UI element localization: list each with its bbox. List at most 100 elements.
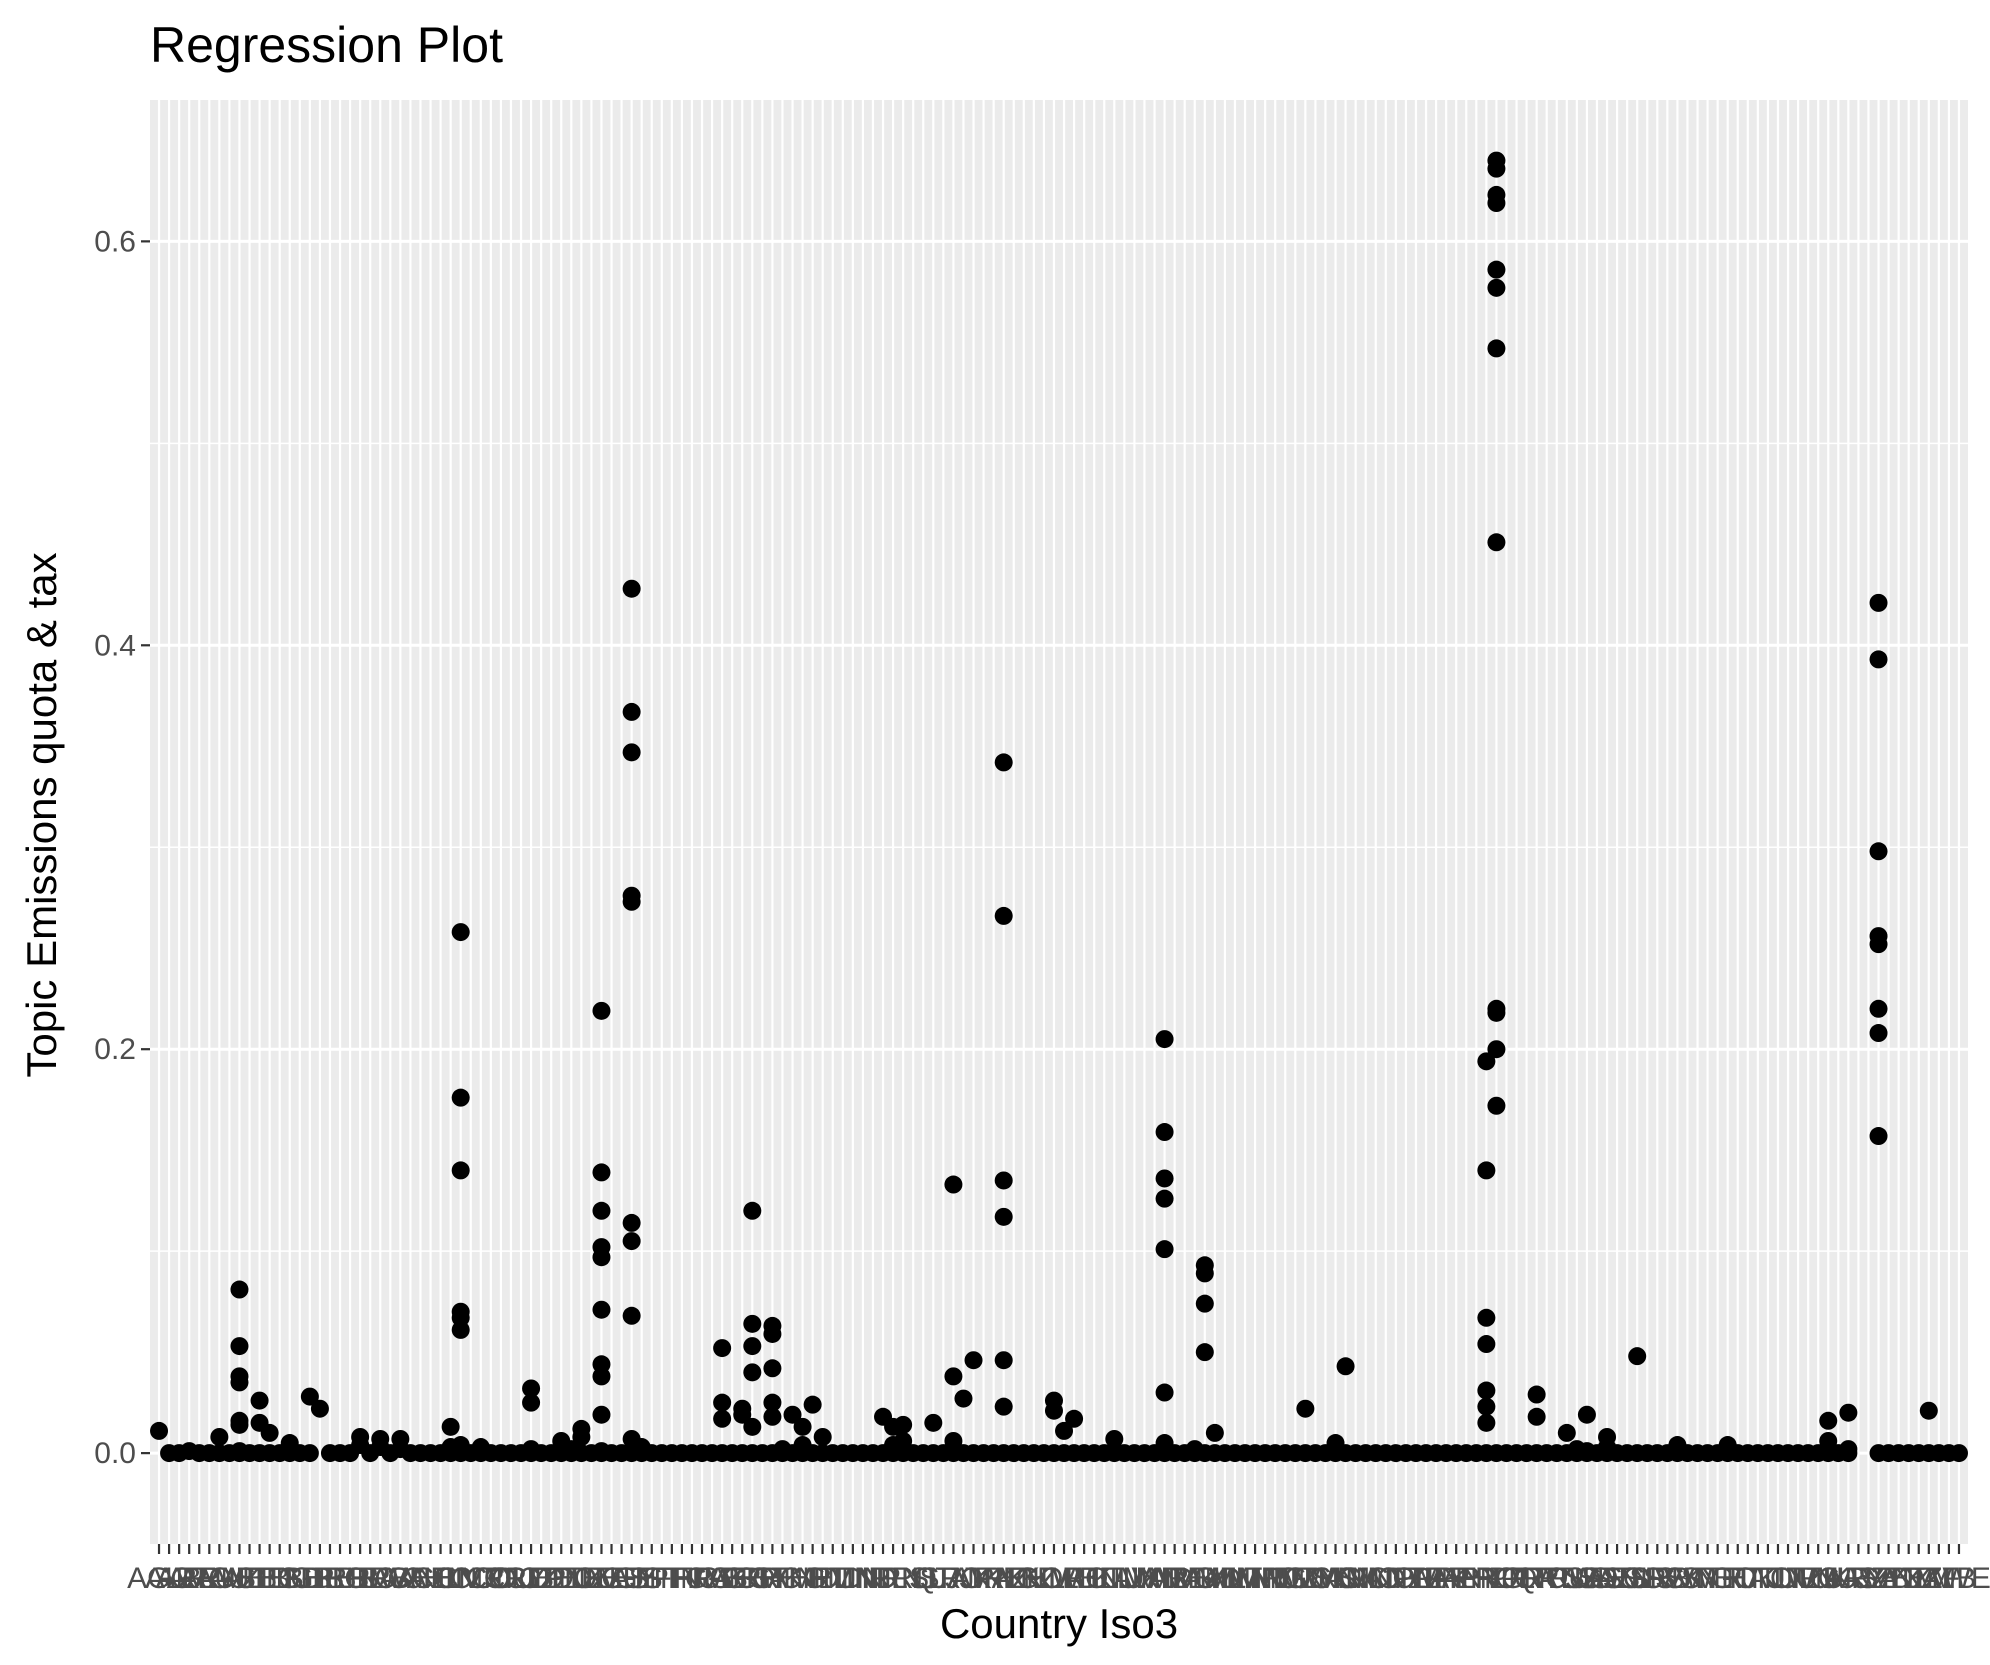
- x-tick-label: TZA: [1787, 1562, 1844, 1595]
- x-tick-label: TUR: [1759, 1562, 1821, 1595]
- x-tick-label: KHM: [1006, 1562, 1073, 1595]
- x-tick-label: NZL: [1386, 1562, 1443, 1595]
- x-tick-label: HRV: [788, 1562, 851, 1595]
- x-tick-label: FRA: [673, 1562, 733, 1595]
- data-point: [300, 1444, 319, 1463]
- data-point: [300, 1387, 319, 1406]
- x-tick-label: ARG: [167, 1562, 232, 1595]
- x-tick-label: TJK: [1724, 1562, 1777, 1595]
- x-tick-label: OMN: [1392, 1562, 1462, 1595]
- x-tick-label: PER: [1435, 1562, 1497, 1595]
- data-point: [1477, 1397, 1496, 1416]
- data-point: [1296, 1399, 1315, 1418]
- x-tick-label: CRI: [484, 1562, 536, 1595]
- x-tick-label: GRC: [735, 1562, 802, 1595]
- data-point: [1819, 1432, 1838, 1451]
- x-tick-label: ITA: [927, 1562, 971, 1595]
- x-tick-label: BWA: [360, 1562, 427, 1595]
- x-tick-label: LAO: [1048, 1562, 1108, 1595]
- x-axis: AGOALBAREARGARMAUSAUTAZEBELBENBGDBGRBHRB…: [127, 1544, 1990, 1595]
- data-point: [743, 1337, 762, 1356]
- data-point: [1155, 1030, 1174, 1049]
- y-tick-label: 0.4: [94, 629, 136, 662]
- x-tick-label: PAK: [1411, 1562, 1469, 1595]
- x-tick-label: MNG: [1237, 1562, 1307, 1595]
- data-point: [210, 1427, 229, 1446]
- data-point: [150, 1421, 169, 1440]
- x-tick-label: PAN: [1424, 1562, 1483, 1595]
- x-tick-label: ETH: [635, 1562, 695, 1595]
- x-tick-label: BEN: [246, 1562, 308, 1595]
- data-point: [622, 579, 641, 598]
- x-tick-label: AUS: [194, 1562, 256, 1595]
- data-point: [1487, 533, 1506, 552]
- data-point: [813, 1427, 832, 1446]
- x-tick-label: CIV: [433, 1562, 483, 1595]
- x-tick-label: JOR: [945, 1562, 1005, 1595]
- x-tick-label: SEN: [1591, 1562, 1653, 1595]
- x-tick-label: RWA: [1548, 1562, 1616, 1595]
- x-axis-title: Country Iso3: [940, 1600, 1178, 1647]
- x-tick-label: KWT: [1032, 1562, 1099, 1595]
- x-tick-label: KAZ: [972, 1562, 1030, 1595]
- data-point: [1477, 1335, 1496, 1354]
- x-tick-label: IRQ: [884, 1562, 937, 1595]
- data-point: [793, 1417, 812, 1436]
- x-tick-label: QAT: [1514, 1562, 1573, 1595]
- data-point: [1155, 1189, 1174, 1208]
- data-point: [1155, 1383, 1174, 1402]
- x-tick-label: ZAF: [1903, 1562, 1960, 1595]
- data-point: [713, 1339, 732, 1358]
- data-point: [1869, 1127, 1888, 1146]
- x-tick-label: NIC: [1337, 1562, 1389, 1595]
- x-tick-label: MAR: [1123, 1562, 1190, 1595]
- data-point: [1487, 1096, 1506, 1115]
- data-point: [1487, 1040, 1506, 1059]
- data-point: [230, 1373, 249, 1392]
- data-point: [622, 1232, 641, 1251]
- y-axis: 0.0 0.2 0.4 0.6: [94, 225, 150, 1470]
- data-point: [944, 1367, 963, 1386]
- x-tick-label: EGY: [594, 1562, 657, 1595]
- x-tick-label: UKR: [1810, 1562, 1873, 1595]
- x-tick-label: MNE: [1226, 1562, 1293, 1595]
- x-tick-label: MMR: [1211, 1562, 1283, 1595]
- x-tick-label: GTM: [748, 1562, 815, 1595]
- x-tick-label: DNK: [543, 1562, 606, 1595]
- data-point: [743, 1417, 762, 1436]
- x-tick-label: AZE: [222, 1562, 280, 1595]
- data-point: [994, 753, 1013, 772]
- data-point: [1195, 1294, 1214, 1313]
- data-point: [763, 1407, 782, 1426]
- data-point: [522, 1379, 541, 1398]
- data-point: [763, 1324, 782, 1343]
- x-tick-label: BHR: [284, 1562, 347, 1595]
- data-point: [1105, 1429, 1124, 1448]
- x-tick-label: LTU: [1090, 1562, 1144, 1595]
- data-point: [622, 743, 641, 762]
- x-tick-label: BRA: [336, 1562, 398, 1595]
- x-tick-label: LBN: [1062, 1562, 1120, 1595]
- x-tick-label: ROU: [1523, 1562, 1590, 1595]
- x-tick-label: SGP: [1603, 1562, 1666, 1595]
- x-tick-label: TTO: [1734, 1562, 1793, 1595]
- x-tick-label: NOR: [1355, 1562, 1422, 1595]
- x-tick-label: JAM: [932, 1562, 992, 1595]
- x-tick-label: MWI: [1280, 1562, 1342, 1595]
- data-point: [451, 1088, 470, 1107]
- x-tick-label: PHL: [1450, 1562, 1508, 1595]
- data-point: [592, 1248, 611, 1267]
- x-tick-label: GAB: [685, 1562, 748, 1595]
- data-point: [1155, 1169, 1174, 1188]
- data-point: [1487, 193, 1506, 212]
- x-tick-label: IRN: [872, 1562, 924, 1595]
- x-tick-label: HTI: [809, 1562, 857, 1595]
- data-point: [803, 1395, 822, 1414]
- y-axis-title: Topic Emissions quota & tax: [18, 552, 65, 1077]
- x-tick-label: UZB: [1850, 1562, 1910, 1595]
- data-point: [783, 1405, 802, 1424]
- x-tick-label: EST: [623, 1562, 681, 1595]
- x-tick-label: BLR: [312, 1562, 370, 1595]
- x-tick-label: CZE: [518, 1562, 578, 1595]
- x-tick-label: UGA: [1796, 1562, 1861, 1595]
